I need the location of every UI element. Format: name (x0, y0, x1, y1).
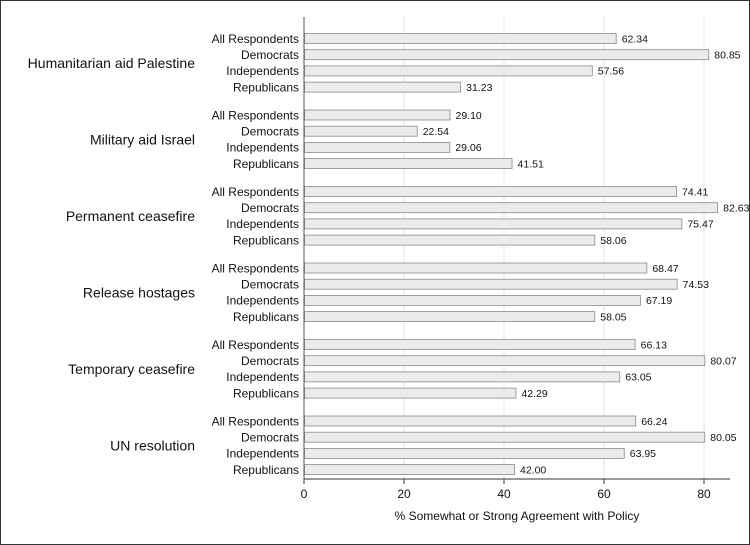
category-label: All Respondents (212, 414, 299, 428)
category-label: All Respondents (212, 338, 299, 352)
bar (304, 81, 462, 93)
value-label: 66.24 (641, 416, 667, 428)
category-label: Republicans (233, 310, 299, 324)
value-label: 67.19 (646, 295, 672, 307)
bar (304, 387, 517, 399)
x-tick-label: 20 (397, 487, 411, 501)
labels: Humanitarian aid Palestine All Respondent… (28, 32, 750, 477)
bar (304, 311, 596, 323)
value-label: 29.10 (456, 110, 482, 122)
category-label: Independents (226, 64, 299, 78)
group-label: Military aid Israel (90, 131, 195, 147)
value-label: 58.05 (600, 311, 626, 323)
category-label: Republicans (233, 463, 299, 477)
value-label: 62.34 (622, 33, 648, 45)
category-label: All Respondents (212, 261, 299, 275)
category-label: Democrats (241, 431, 299, 445)
bar (304, 33, 617, 44)
category-label: Democrats (241, 278, 299, 292)
bar (304, 202, 719, 214)
group-label: UN resolution (110, 437, 195, 453)
value-label: 80.05 (710, 432, 736, 444)
bar (304, 294, 641, 306)
bar (304, 339, 636, 350)
group-label: Temporary ceasefire (68, 361, 195, 377)
bar (304, 262, 648, 274)
bar (304, 49, 710, 61)
bar (304, 371, 621, 383)
category-label: Independents (226, 141, 299, 155)
category-label: Democrats (241, 201, 299, 215)
x-axis-title: % Somewhat or Strong Agreement with Poli… (395, 509, 640, 523)
value-label: 74.53 (683, 279, 709, 291)
value-label: 31.23 (466, 82, 492, 94)
bar (304, 431, 706, 443)
category-label: Independents (226, 217, 299, 231)
category-label: Democrats (241, 125, 299, 139)
value-label: 22.54 (423, 126, 449, 138)
category-label: All Respondents (212, 185, 299, 199)
bar (304, 141, 451, 153)
category-label: Democrats (241, 354, 299, 368)
value-label: 68.47 (652, 263, 678, 275)
value-label: 80.07 (710, 356, 736, 368)
bar (304, 464, 515, 476)
value-label: 42.00 (520, 464, 546, 476)
category-label: Republicans (233, 157, 299, 171)
category-label: Independents (226, 447, 299, 461)
bar (304, 109, 451, 121)
bar (304, 355, 706, 367)
group-label: Humanitarian aid Palestine (28, 55, 196, 71)
category-label: Republicans (233, 386, 299, 400)
category-label: Independents (226, 370, 299, 384)
bar (304, 158, 513, 170)
group-label: Release hostages (83, 284, 195, 300)
value-label: 80.85 (714, 50, 740, 62)
bar (304, 415, 637, 427)
bar (304, 125, 418, 137)
bar (304, 218, 683, 230)
value-label: 63.95 (630, 448, 656, 460)
x-tick-label: 60 (597, 487, 611, 501)
value-label: 63.05 (625, 372, 651, 384)
bar (304, 186, 677, 197)
grid-lines (403, 17, 705, 479)
category-label: All Respondents (212, 108, 299, 122)
group-label: Permanent ceasefire (66, 208, 195, 224)
bar (304, 278, 678, 290)
category-label: Republicans (233, 80, 299, 94)
x-tick-label: 40 (497, 487, 511, 501)
x-tick-label: 0 (301, 487, 308, 501)
bar (304, 234, 596, 246)
value-label: 29.06 (455, 142, 481, 154)
value-label: 82.63 (723, 203, 749, 215)
bars (304, 33, 719, 476)
value-label: 57.56 (598, 66, 624, 78)
category-label: All Respondents (212, 32, 299, 46)
value-label: 41.51 (518, 158, 544, 170)
x-axis: 0 20 40 60 80 (301, 17, 730, 501)
category-label: Independents (226, 294, 299, 308)
value-label: 75.47 (687, 219, 713, 231)
category-label: Republicans (233, 233, 299, 247)
value-label: 66.13 (641, 339, 667, 351)
bar (304, 447, 625, 459)
value-label: 42.29 (521, 388, 547, 400)
value-label: 58.06 (600, 235, 626, 247)
x-tick-label: 80 (697, 487, 711, 501)
bar (304, 65, 593, 77)
value-label: 74.41 (682, 186, 708, 198)
category-label: Democrats (241, 48, 299, 62)
